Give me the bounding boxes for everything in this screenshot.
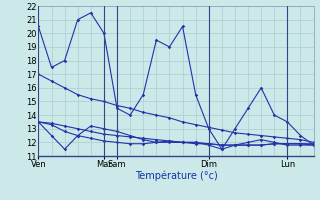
X-axis label: Température (°c): Température (°c) xyxy=(135,171,217,181)
